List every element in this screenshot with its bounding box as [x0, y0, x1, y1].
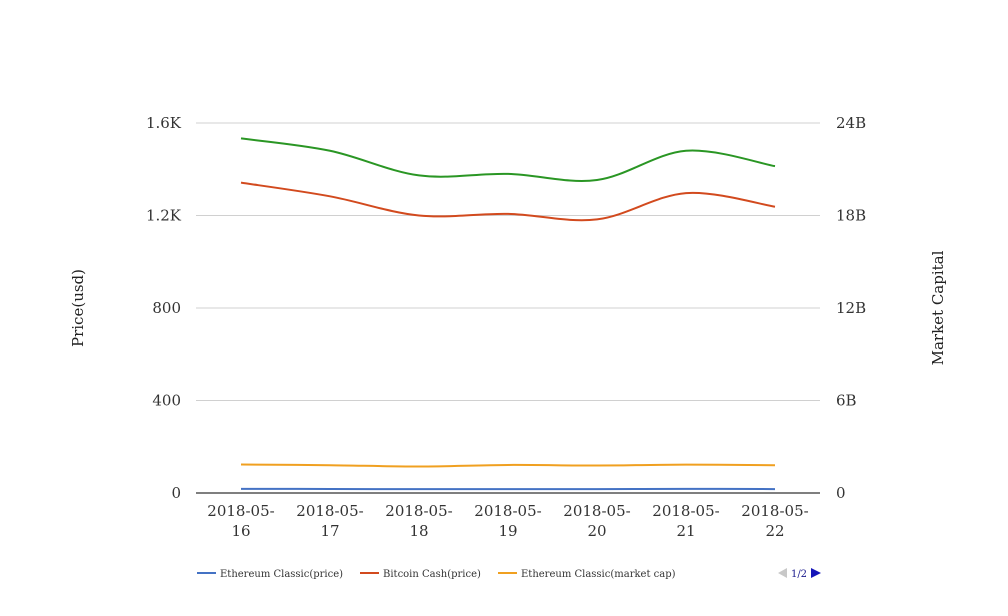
series-line-series-4	[240, 137, 776, 182]
x-tick-label: 2018-05-20	[563, 502, 630, 540]
y-axis-title-right: Market Capital	[929, 250, 947, 365]
y-right-tick-label: 18B	[836, 207, 866, 225]
legend-label: Ethereum Classic(market cap)	[521, 569, 676, 580]
legend-item[interactable]: Ethereum Classic(price)	[197, 569, 343, 580]
y-left-tick-label: 1.6K	[146, 114, 182, 132]
left-axis: 0 400 800 1.2K 1.6K	[146, 114, 182, 502]
y-left-tick-label: 0	[171, 484, 181, 502]
y-left-tick-label: 1.2K	[146, 207, 182, 225]
y-axis-title-left: Price(usd)	[69, 269, 87, 347]
y-right-tick-label: 24B	[836, 114, 866, 132]
legend-label: Ethereum Classic(price)	[220, 569, 343, 580]
y-left-tick-label: 800	[152, 299, 181, 317]
series-line-bitcoin-cash-price	[240, 181, 776, 222]
legend-page-indicator: 1/2	[791, 569, 807, 580]
y-right-tick-label: 6B	[836, 392, 857, 410]
legend-item[interactable]: Bitcoin Cash(price)	[360, 569, 481, 580]
x-tick-label: 2018-05-19	[474, 502, 541, 540]
legend-item[interactable]: Ethereum Classic(market cap)	[498, 569, 676, 580]
legend-label: Bitcoin Cash(price)	[383, 569, 481, 580]
x-tick-label: 2018-05-18	[385, 502, 452, 540]
right-axis: 0 6B 12B 18B 24B	[836, 114, 866, 502]
grid-lines	[196, 122, 820, 494]
arrow-left-icon[interactable]	[778, 568, 787, 578]
x-tick-label: 2018-05-16	[207, 502, 274, 540]
x-tick-label: 2018-05-17	[296, 502, 363, 540]
legend-pager: 1/2	[778, 568, 821, 580]
y-left-tick-label: 400	[152, 392, 181, 410]
x-axis: 2018-05-16 2018-05-17 2018-05-18 2018-05-19…	[207, 502, 808, 540]
series-lines	[240, 137, 776, 491]
legend: Ethereum Classic(price) Bitcoin Cash(pric…	[197, 569, 676, 580]
arrow-right-icon[interactable]	[811, 568, 821, 578]
y-right-tick-label: 12B	[836, 299, 866, 317]
y-right-tick-label: 0	[836, 484, 846, 502]
x-tick-label: 2018-05-21	[652, 502, 719, 540]
x-tick-label: 2018-05-22	[741, 502, 808, 540]
series-line-ethereum-classic-market-cap	[240, 463, 776, 468]
